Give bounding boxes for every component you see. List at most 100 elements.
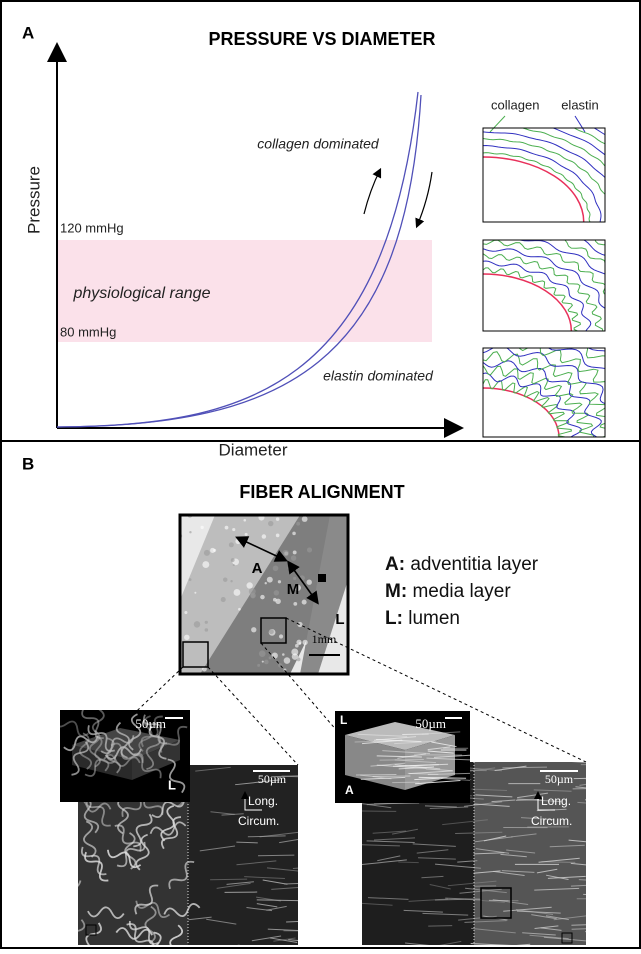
texture (229, 542, 234, 547)
texture (238, 608, 241, 611)
texture (264, 660, 269, 665)
texture (251, 627, 256, 632)
svg-text:M: media layer: M: media layer (385, 581, 511, 602)
fiber-group (483, 192, 641, 331)
texture (262, 534, 266, 538)
texture (291, 555, 296, 560)
image-label: L (340, 713, 347, 727)
texture (269, 656, 272, 659)
texture (276, 534, 280, 538)
image-label: A (345, 783, 354, 797)
texture (205, 621, 208, 624)
scale-label: 50µm (258, 772, 287, 786)
texture (184, 635, 190, 641)
texture (225, 526, 229, 530)
texture (205, 628, 208, 631)
collagen-fiber (483, 198, 641, 331)
texture (307, 547, 312, 552)
legend-pointer (490, 116, 505, 132)
lumen-edge (483, 388, 559, 437)
texture (200, 526, 203, 529)
texture (202, 561, 209, 568)
image-label: M (287, 581, 300, 598)
figure: A PRESSURE VS DIAMETER Pressure Diameter… (0, 0, 641, 949)
texture (233, 564, 235, 566)
annotation: elastin dominated (323, 368, 434, 384)
texture (282, 550, 289, 557)
fiber (586, 778, 630, 779)
texture (302, 516, 308, 522)
fiber (583, 894, 625, 897)
texture (278, 580, 281, 583)
axis-label: Circum. (531, 814, 572, 828)
fiber (585, 800, 630, 805)
texture (265, 582, 267, 584)
panel-label: A (22, 23, 34, 42)
collagen-fiber (483, 240, 624, 331)
texture (276, 517, 279, 520)
collagen-fiber (483, 139, 612, 223)
image-label: A (252, 560, 263, 577)
direction-arrow (417, 172, 432, 226)
texture (269, 629, 274, 634)
elastin-fiber (483, 104, 641, 222)
elastin-fiber (483, 146, 601, 223)
svg-text:L: lumen: L: lumen (385, 608, 460, 629)
texture (245, 533, 248, 536)
y-axis-label: Pressure (24, 166, 43, 234)
texture (267, 577, 273, 583)
texture (284, 657, 291, 664)
lower-limit: 80 mmHg (60, 324, 116, 339)
3d-render (335, 711, 487, 803)
marker-square (318, 574, 326, 582)
texture (257, 664, 260, 667)
legend-text: adventitia layer (410, 554, 538, 575)
legend-key: L: (385, 608, 403, 629)
texture (221, 597, 226, 602)
elastin-fiber (483, 234, 635, 331)
texture (259, 650, 266, 657)
fiber (392, 782, 419, 783)
texture (302, 640, 307, 645)
texture (210, 548, 215, 553)
x-axis-label: Diameter (219, 440, 288, 459)
texture (262, 661, 264, 663)
collagen-fiber (483, 352, 616, 437)
elastin-fiber (483, 331, 641, 437)
annotation: collagen dominated (257, 136, 380, 152)
fiber (398, 862, 418, 863)
lumen-edge (483, 157, 584, 222)
fiber (293, 865, 332, 868)
texture (204, 550, 210, 556)
fiber-group (483, 304, 641, 437)
lumen-edge (483, 274, 571, 331)
texture (260, 595, 265, 600)
texture (189, 531, 191, 533)
texture (273, 565, 279, 571)
collagen-fiber (483, 212, 641, 332)
direction-arrow (364, 170, 380, 214)
legend-text: lumen (408, 608, 460, 629)
collagen-fiber (483, 254, 603, 331)
collagen-fiber (483, 337, 637, 437)
range-label: physiological range (73, 285, 211, 302)
texture (274, 590, 279, 595)
texture (302, 600, 307, 605)
texture (282, 653, 285, 656)
texture (275, 599, 280, 604)
scale-label: 50µm (415, 716, 446, 731)
legend-collagen: collagen (491, 97, 539, 112)
scale-label: 50µm (545, 772, 574, 786)
texture (234, 589, 241, 596)
legend-elastin: elastin (561, 97, 599, 112)
texture (194, 621, 200, 627)
image-label: L (168, 777, 176, 792)
legend-key: M: (385, 581, 407, 602)
texture (293, 577, 296, 580)
texture (296, 522, 300, 526)
texture (295, 644, 299, 648)
texture (184, 611, 187, 614)
texture (293, 550, 297, 554)
scale-label: 1mm (312, 632, 337, 646)
fiber (258, 855, 294, 856)
